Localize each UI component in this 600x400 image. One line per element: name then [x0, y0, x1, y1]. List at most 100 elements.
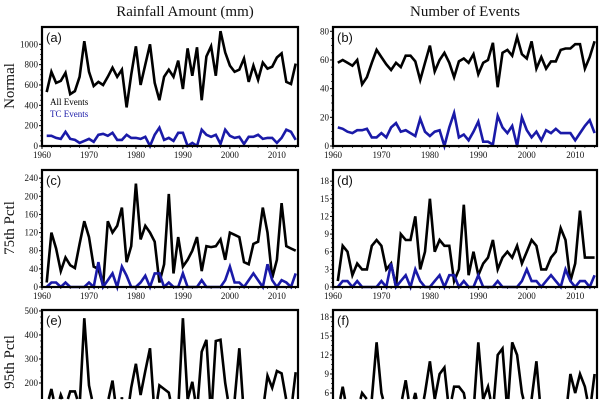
series-line-all-events — [78, 318, 94, 400]
y-tick-label: 240 — [25, 173, 39, 183]
panel-label: (c) — [46, 173, 61, 188]
series-line-all-events — [530, 361, 541, 400]
series-line-all-events — [66, 390, 79, 400]
series-line-all-events — [186, 381, 197, 400]
y-tick-label: 1000 — [20, 39, 39, 49]
series-line-all-events — [433, 364, 450, 400]
y-tick-label: 3 — [325, 264, 330, 274]
y-tick-label: 40 — [320, 84, 330, 94]
x-tick-label: 1980 — [127, 150, 146, 160]
y-tick-label: 15 — [320, 331, 330, 341]
x-tick-label: 2000 — [518, 150, 537, 160]
series-line-tc-events — [45, 261, 297, 292]
y-tick-label: 200 — [25, 191, 39, 201]
x-tick-label: 1990 — [174, 291, 193, 301]
y-tick-label: 6 — [325, 388, 330, 398]
x-tick-label: 2010 — [268, 150, 287, 160]
panel-label: (a) — [46, 30, 62, 45]
row-label-95th: 95th Pctl — [2, 335, 18, 389]
y-tick-label: 500 — [25, 306, 39, 316]
series-line-all-events — [590, 373, 596, 400]
series-line-all-events — [450, 385, 467, 400]
series-line-all-events — [210, 338, 230, 400]
x-tick-label: 2000 — [221, 291, 240, 301]
panel-b: 0 20 40 60 80 1960 1970 1980 1990 2000 2010 (b) — [320, 25, 599, 160]
y-tick-label: 12 — [320, 350, 329, 360]
panel-label: (b) — [337, 30, 353, 45]
y-tick-label: 200 — [25, 378, 39, 388]
panel-f: 6 9 12 15 18 (f) — [320, 308, 599, 400]
x-tick-label: 1970 — [372, 291, 391, 301]
x-tick-label: 1960 — [33, 291, 52, 301]
series-line-all-events — [58, 390, 64, 400]
plot-frame — [40, 308, 300, 399]
panel-label: (f) — [337, 313, 349, 328]
series-line-all-events — [291, 372, 297, 400]
y-tick-label: 0 — [34, 141, 39, 151]
y-tick-label: 18 — [320, 312, 330, 322]
series-line-all-events — [400, 380, 410, 400]
y-tick-label: 15 — [320, 194, 330, 204]
series-line-tc-events — [46, 124, 297, 150]
y-tick-label: 0 — [325, 141, 330, 151]
x-tick-label: 1980 — [421, 291, 440, 301]
plot-frame — [40, 25, 300, 148]
y-tick-label: 80 — [320, 26, 330, 36]
plot-frame — [40, 168, 300, 289]
x-tick-label: 1970 — [80, 291, 99, 301]
panel-label: (d) — [337, 173, 353, 188]
plot-frame — [331, 168, 599, 289]
y-tick-label: 300 — [25, 354, 39, 364]
series-line-all-events — [45, 30, 297, 108]
series-line-all-events — [337, 32, 596, 88]
series-line-all-events — [370, 342, 385, 400]
series-line-all-events — [233, 348, 245, 400]
x-tick-label: 1960 — [33, 150, 52, 160]
y-tick-label: 0 — [34, 282, 39, 292]
x-tick-label: 1970 — [80, 150, 99, 160]
y-tick-label: 200 — [25, 121, 39, 131]
series-line-all-events — [507, 341, 525, 400]
series-line-all-events — [422, 361, 436, 400]
series-line-all-events — [339, 386, 347, 400]
series-line-all-events — [492, 345, 508, 400]
y-tick-label: 800 — [25, 60, 39, 70]
series-line-all-events — [47, 388, 55, 400]
column-title-rainfall: Rainfall Amount (mm) — [116, 4, 253, 20]
x-tick-label: 1960 — [324, 150, 343, 160]
y-tick-label: 400 — [25, 100, 39, 110]
y-tick-label: 60 — [320, 55, 330, 65]
series-line-all-events — [196, 339, 212, 400]
x-tick-label: 1980 — [421, 150, 440, 160]
series-line-all-events — [156, 383, 172, 400]
series-line-all-events — [412, 392, 418, 400]
x-tick-label: 2000 — [518, 291, 537, 301]
x-tick-label: 1980 — [127, 291, 146, 301]
series-line-all-events — [128, 347, 155, 400]
column-title-events: Number of Events — [410, 4, 520, 20]
series-line-all-events — [120, 397, 124, 400]
y-tick-label: 120 — [25, 228, 39, 238]
series-line-all-events — [263, 369, 288, 400]
series-line-all-events — [107, 380, 117, 400]
panel-e: 200 300 400 500 (e) — [25, 306, 300, 400]
x-tick-label: 2010 — [566, 150, 585, 160]
series-line-tc-events — [336, 263, 596, 292]
row-label-75th: 75th Pctl — [2, 201, 18, 255]
y-tick-label: 20 — [320, 112, 330, 122]
series-line-all-events — [566, 369, 589, 400]
x-tick-label: 1990 — [469, 291, 488, 301]
y-tick-label: 0 — [325, 282, 330, 292]
series-line-all-events — [359, 390, 368, 400]
y-tick-label: 18 — [320, 176, 330, 186]
series-line-tc-events — [337, 107, 596, 151]
series-line-all-events — [45, 183, 297, 286]
y-tick-label: 40 — [29, 264, 39, 274]
x-tick-label: 2010 — [566, 291, 585, 301]
y-tick-label: 6 — [325, 247, 330, 257]
y-tick-label: 400 — [25, 330, 39, 340]
y-tick-label: 600 — [25, 80, 39, 90]
y-tick-label: 9 — [325, 229, 330, 239]
x-tick-label: 1970 — [372, 150, 391, 160]
